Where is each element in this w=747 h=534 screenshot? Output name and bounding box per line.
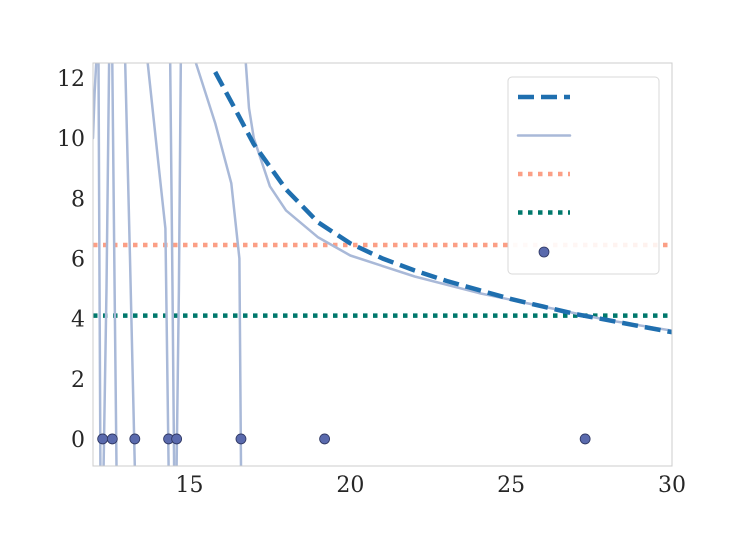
data-point — [319, 433, 331, 445]
data-point — [129, 433, 141, 445]
data-point — [106, 433, 118, 445]
x-tick-label: 15 — [176, 473, 204, 498]
y-tick-label: 0 — [71, 428, 85, 453]
series-solid-line — [111, 63, 118, 466]
y-tick-label: 12 — [57, 67, 85, 92]
series-solid-line — [175, 63, 183, 466]
series-solid-line — [102, 63, 111, 466]
series-solid-line — [93, 63, 98, 140]
y-tick-label: 8 — [71, 187, 85, 212]
series-solid-line — [123, 63, 137, 466]
x-tick-label: 25 — [497, 473, 525, 498]
series-solid-line — [97, 63, 102, 466]
data-point — [235, 433, 247, 445]
y-tick-label: 6 — [71, 247, 85, 272]
data-point — [579, 433, 591, 445]
legend-marker — [538, 246, 550, 258]
series-solid-line — [146, 63, 170, 466]
series-solid-line — [244, 63, 672, 332]
y-tick-label: 4 — [71, 308, 85, 333]
x-tick-label: 30 — [658, 473, 686, 498]
plot-frame — [92, 62, 673, 467]
data-point — [97, 433, 109, 445]
y-tick-label: 2 — [71, 368, 85, 393]
x-tick-label: 20 — [336, 473, 364, 498]
series-solid-line — [194, 63, 243, 466]
series-dashed-line — [213, 70, 672, 335]
series-solid-line — [168, 63, 176, 466]
data-point — [171, 433, 183, 445]
legend-box — [507, 76, 660, 275]
y-tick-label: 10 — [57, 127, 85, 152]
